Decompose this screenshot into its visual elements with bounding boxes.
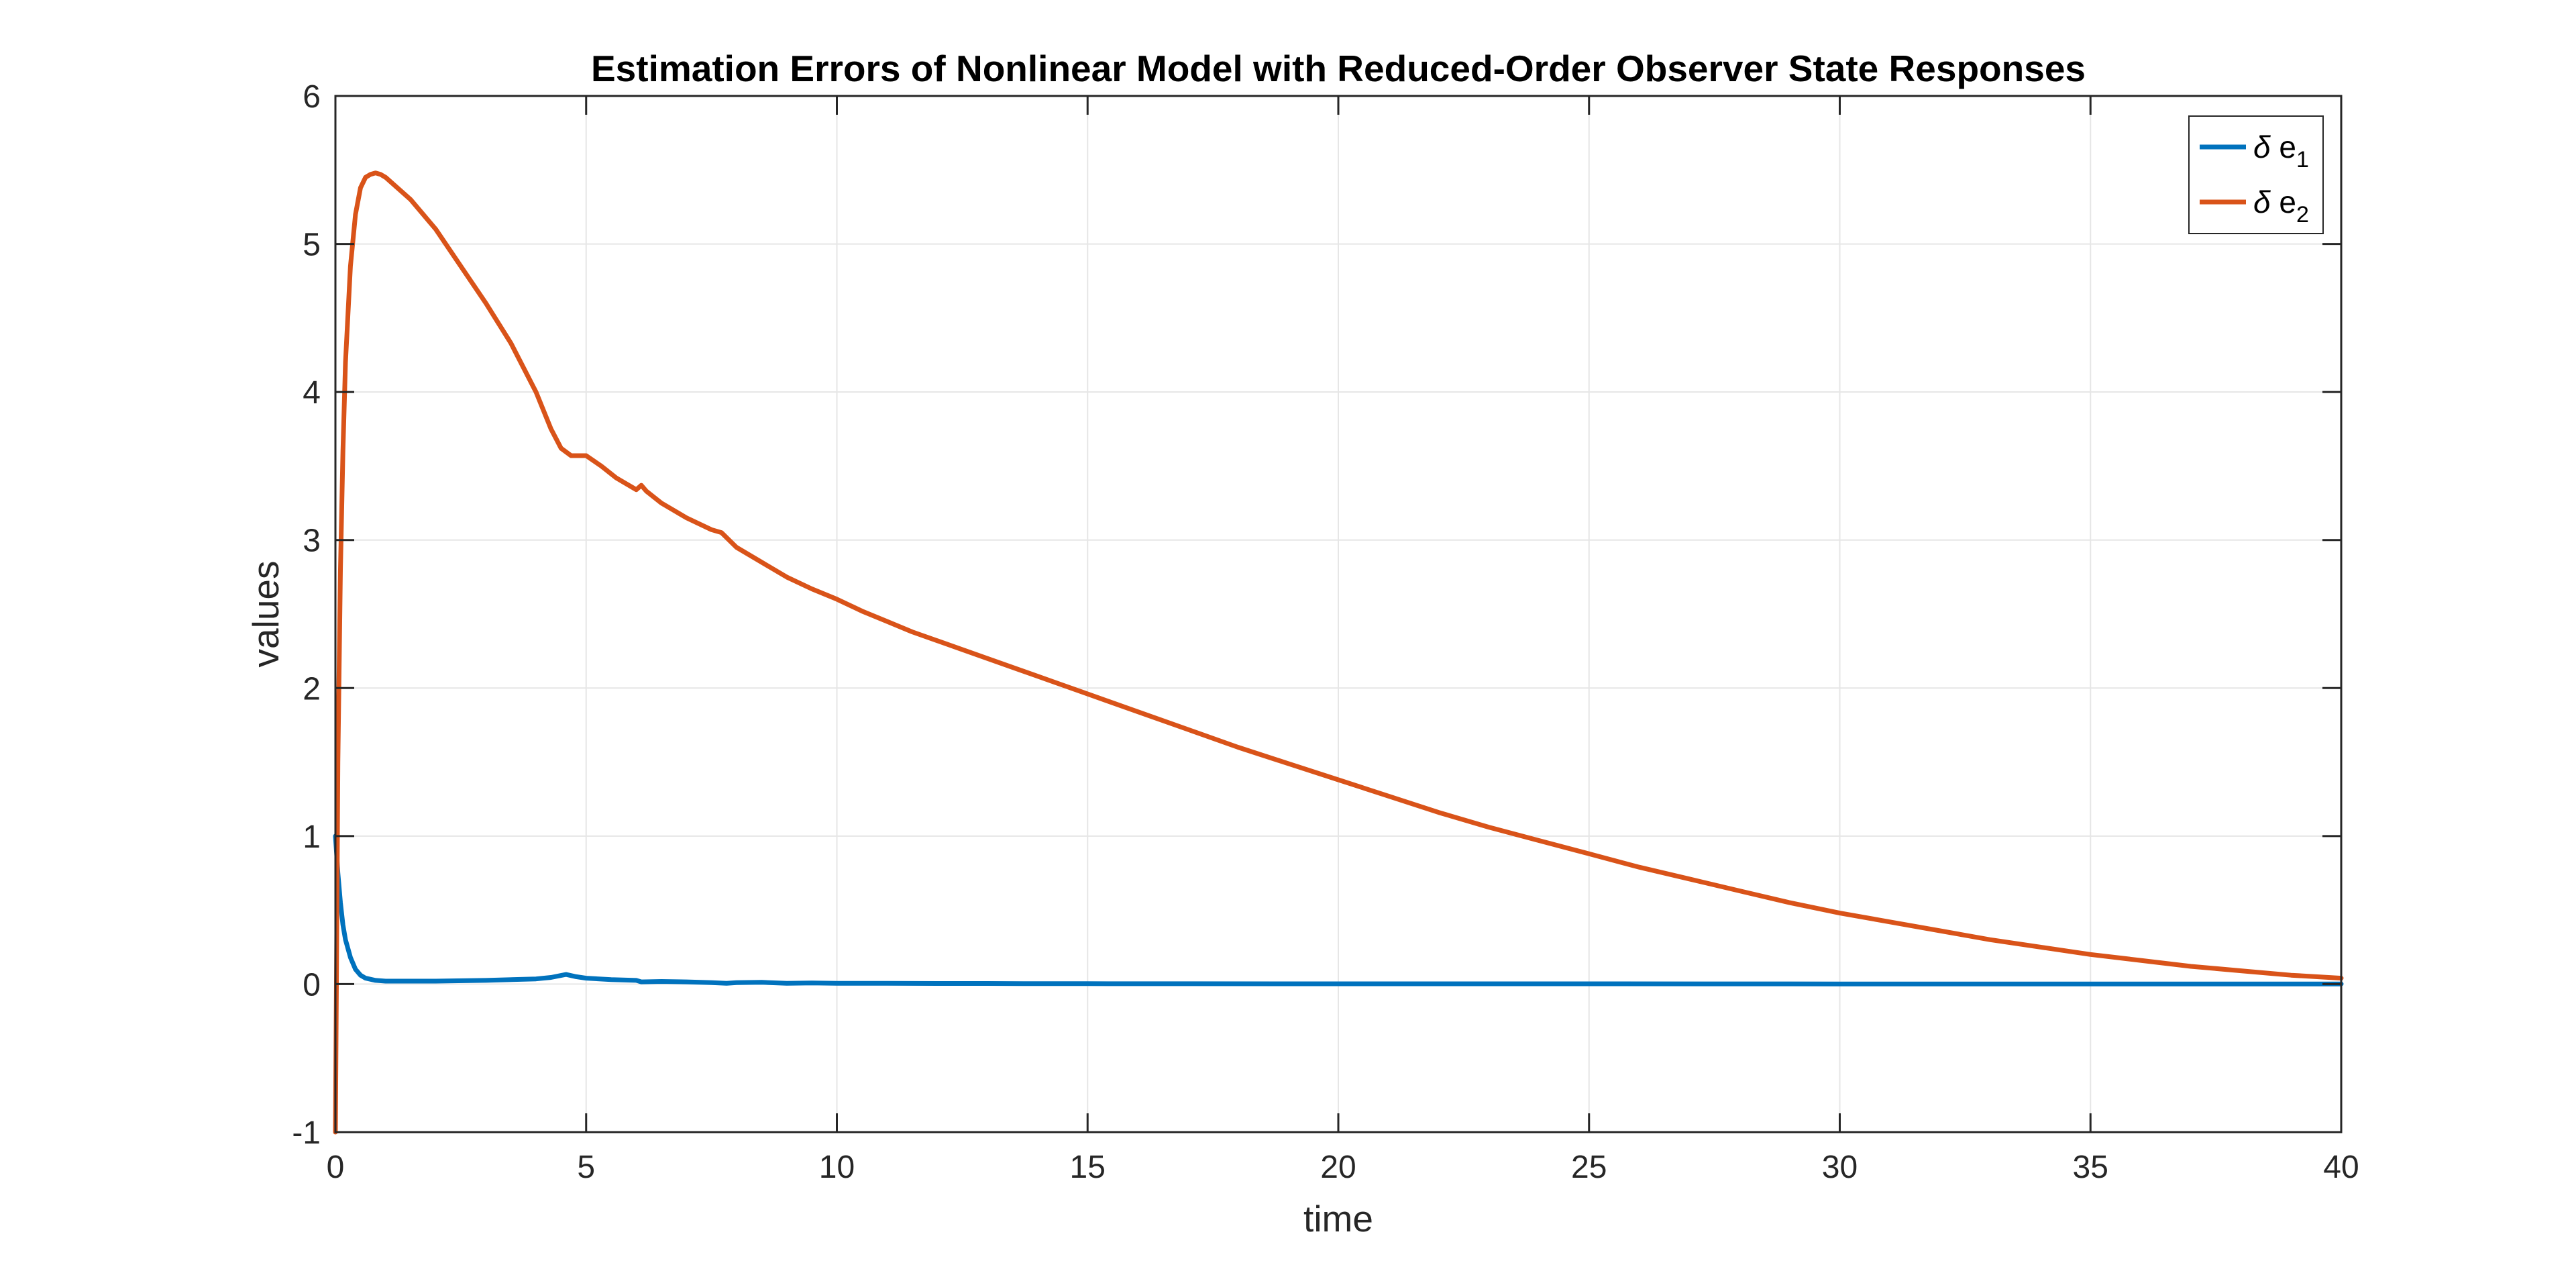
y-tick-label: 4 [303, 375, 321, 411]
legend-subscript: 2 [2296, 202, 2309, 227]
x-axis-label: time [1303, 1198, 1373, 1239]
y-tick-label: 3 [303, 523, 321, 559]
x-tick-label: 0 [327, 1150, 345, 1185]
y-tick-label: 6 [303, 79, 321, 115]
legend-base: e [2271, 185, 2296, 219]
y-tick-label: 1 [303, 819, 321, 855]
y-axis-label: values [245, 561, 286, 668]
x-tick-label: 25 [1571, 1150, 1607, 1185]
x-tick-label: 10 [819, 1150, 855, 1185]
legend-subscript: 1 [2296, 147, 2309, 172]
y-tick-label: 2 [303, 671, 321, 707]
y-tick-label: 0 [303, 967, 321, 1003]
legend-symbol: δ [2253, 185, 2271, 219]
x-tick-label: 35 [2073, 1150, 2108, 1185]
legend-label-2: δ e2 [2253, 185, 2309, 227]
x-tick-label: 40 [2323, 1150, 2359, 1185]
x-tick-label: 15 [1070, 1150, 1106, 1185]
chart-title: Estimation Errors of Nonlinear Model wit… [591, 48, 2086, 89]
legend-base: e [2271, 130, 2296, 164]
x-tick-label: 20 [1320, 1150, 1356, 1185]
legend-symbol: δ [2253, 130, 2271, 164]
legend-box [2188, 115, 2324, 234]
series-line-2 [333, 170, 2344, 1135]
series-lines [333, 170, 2344, 1135]
x-tick-label: 30 [1822, 1150, 1858, 1185]
x-tick-label: 5 [577, 1150, 595, 1185]
legend: δ e1δ e2 [2188, 115, 2324, 234]
y-tick-label: 5 [303, 227, 321, 263]
legend-label-1: δ e1 [2253, 130, 2309, 172]
series-line-1 [333, 833, 2344, 986]
y-tick-label: -1 [292, 1115, 321, 1151]
